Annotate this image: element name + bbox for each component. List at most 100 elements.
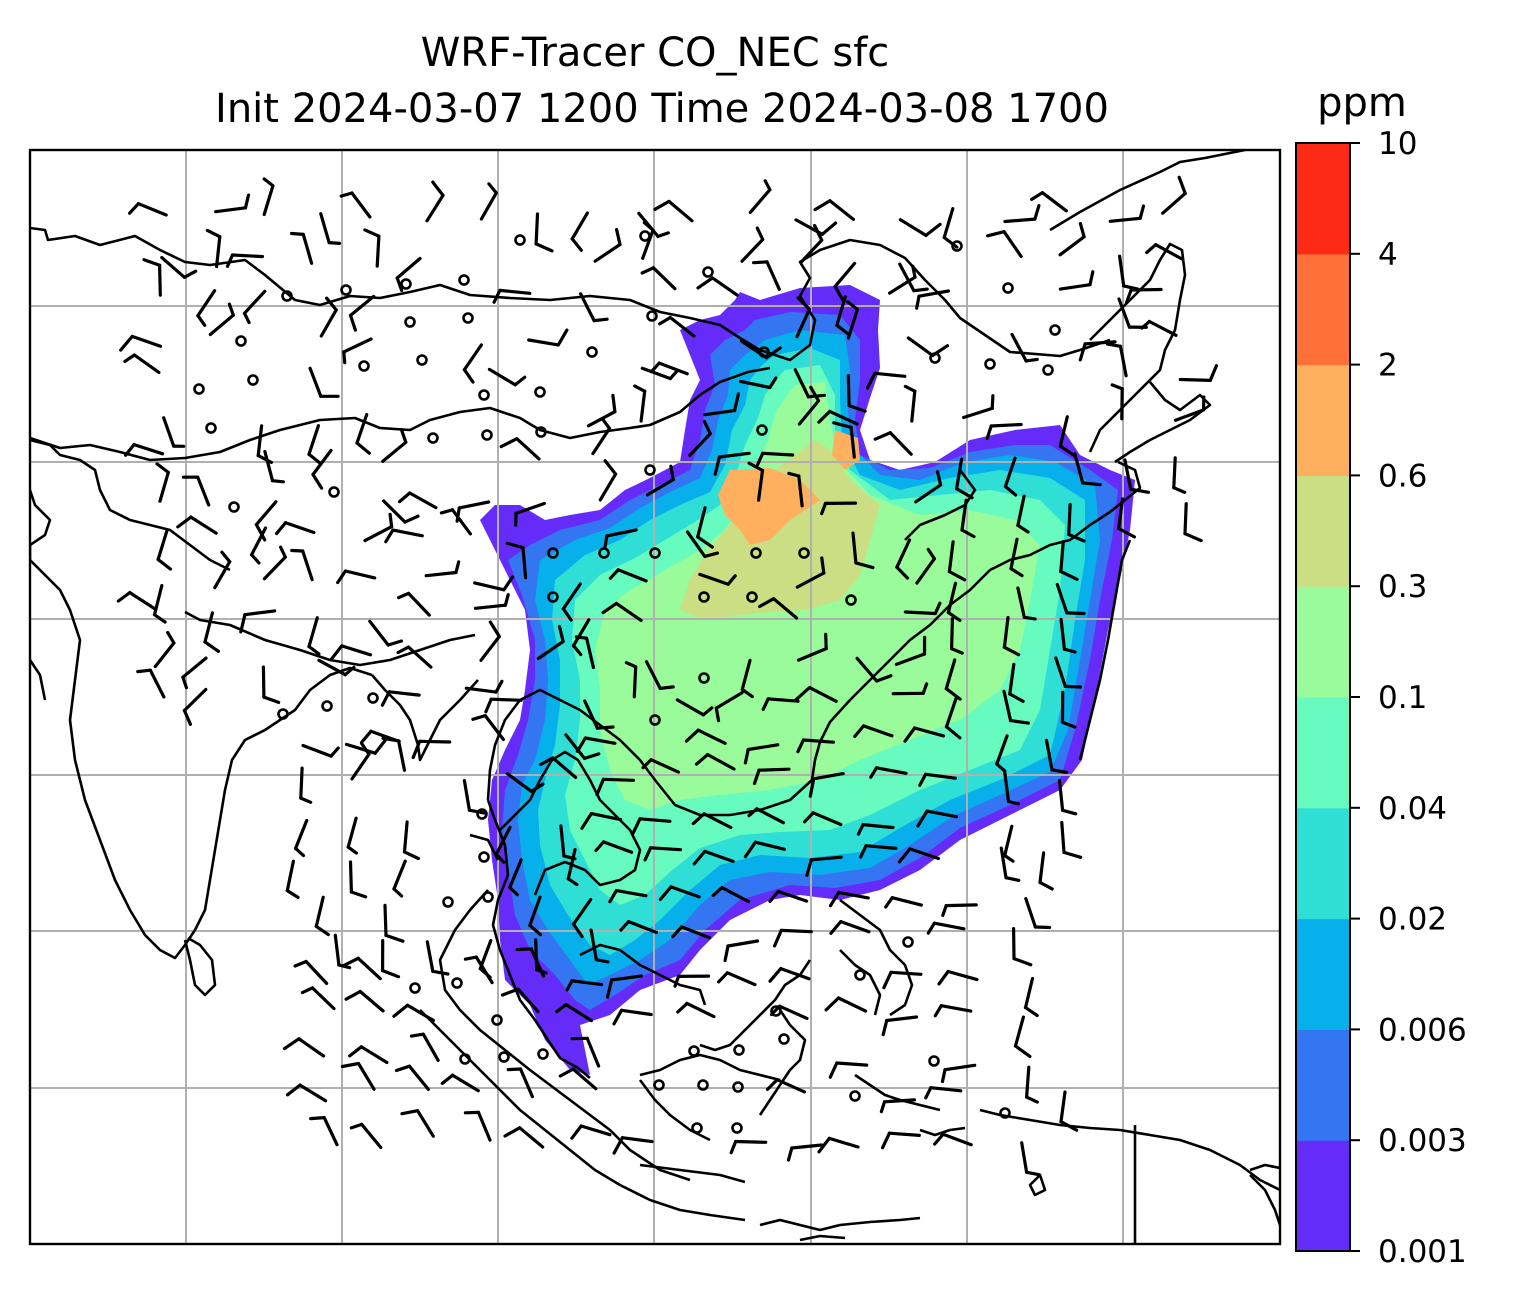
wind-barb bbox=[711, 885, 751, 904]
colorbar-segment bbox=[1296, 364, 1350, 476]
wind-barb bbox=[786, 1143, 824, 1162]
wind-barb bbox=[832, 421, 856, 459]
wind-barb bbox=[944, 696, 962, 740]
wind-barb bbox=[799, 223, 824, 264]
wind-barb bbox=[342, 337, 373, 365]
wind-barb bbox=[619, 919, 659, 935]
wind-barb bbox=[368, 619, 403, 647]
colorbar-segment bbox=[1296, 807, 1350, 920]
wind-barb bbox=[574, 635, 596, 670]
wind-barb bbox=[583, 699, 615, 730]
wind-barb bbox=[641, 221, 655, 260]
wind-barb bbox=[564, 733, 601, 761]
coastline-segment bbox=[799, 1234, 846, 1242]
wind-barb bbox=[887, 264, 917, 295]
wind-barb bbox=[813, 199, 856, 221]
wind-barb bbox=[311, 448, 333, 490]
coastline-segment bbox=[30, 226, 1111, 362]
wind-barb bbox=[344, 738, 387, 755]
wind-barb bbox=[653, 199, 694, 223]
wind-barb bbox=[817, 1136, 860, 1154]
wind-barb bbox=[256, 424, 273, 464]
calm-wind-marker bbox=[1049, 324, 1061, 336]
wind-barb bbox=[471, 713, 505, 742]
wind-barb bbox=[528, 895, 543, 937]
wind-barb bbox=[1003, 824, 1015, 863]
calm-wind-marker bbox=[649, 714, 661, 726]
wind-barb bbox=[676, 1001, 716, 1019]
wind-barb bbox=[1002, 615, 1021, 657]
wind-barb bbox=[675, 698, 714, 717]
wind-barb bbox=[757, 597, 799, 620]
wind-barb bbox=[319, 212, 342, 245]
wind-barb bbox=[891, 682, 929, 696]
calm-wind-marker bbox=[902, 936, 914, 948]
wind-barb bbox=[1108, 204, 1146, 223]
wind-barb bbox=[307, 424, 322, 465]
wind-barb bbox=[738, 376, 778, 390]
calm-wind-marker bbox=[514, 234, 526, 246]
wind-barb bbox=[895, 538, 912, 580]
wind-barb bbox=[285, 859, 300, 900]
colorbar-tick-label: 0.04 bbox=[1378, 791, 1447, 827]
wind-barb bbox=[916, 809, 959, 828]
calm-wind-marker bbox=[459, 1053, 471, 1065]
wind-barb bbox=[723, 939, 760, 963]
wind-barb bbox=[500, 987, 540, 1014]
wind-barb bbox=[571, 618, 591, 657]
calm-wind-marker bbox=[498, 1051, 510, 1063]
wind-barb bbox=[487, 367, 527, 387]
wind-barb bbox=[155, 462, 170, 503]
wind-barb bbox=[692, 849, 735, 866]
wind-barb bbox=[598, 459, 618, 502]
wind-barb bbox=[684, 728, 727, 745]
wind-barb bbox=[382, 499, 420, 524]
wind-barb bbox=[156, 529, 173, 571]
wind-barb bbox=[1009, 537, 1024, 578]
calm-wind-marker bbox=[547, 547, 559, 559]
wind-barb bbox=[392, 859, 407, 898]
coastline-segment bbox=[1028, 1173, 1047, 1197]
wind-barb bbox=[688, 420, 712, 458]
wind-barb bbox=[1145, 243, 1184, 261]
wind-barb bbox=[392, 1003, 435, 1023]
wind-barb bbox=[1016, 586, 1037, 621]
wind-barb bbox=[713, 451, 751, 476]
wind-barb bbox=[1002, 689, 1030, 725]
coastline-segment bbox=[639, 1053, 781, 1082]
wind-barb bbox=[855, 656, 893, 683]
wind-barb bbox=[182, 687, 208, 726]
wind-barb bbox=[570, 1036, 601, 1068]
wind-barb bbox=[239, 609, 277, 634]
wind-barb bbox=[1058, 222, 1086, 257]
calm-wind-marker bbox=[481, 429, 493, 441]
wind-barb bbox=[1013, 1015, 1032, 1059]
wind-barb bbox=[262, 177, 275, 217]
colorbar-tick-label: 10 bbox=[1378, 126, 1417, 162]
calm-wind-marker bbox=[1042, 364, 1054, 376]
calm-wind-marker bbox=[442, 896, 454, 908]
wind-barb bbox=[595, 777, 636, 797]
calm-wind-marker bbox=[697, 1079, 709, 1091]
wind-barb bbox=[591, 418, 612, 456]
colorbar-tick-label: 0.6 bbox=[1378, 458, 1427, 494]
wind-barb bbox=[903, 601, 942, 616]
calm-wind-marker bbox=[478, 851, 490, 863]
wind-barb bbox=[463, 1110, 492, 1142]
colorbar: 0.001 0.003 0.006 0.02 0.04 0.1 0.3 0.6 2 4 10 bbox=[1295, 126, 1467, 1270]
wind-barb bbox=[123, 443, 165, 457]
wind-barb bbox=[944, 658, 962, 701]
wind-barb bbox=[566, 847, 579, 887]
calm-wind-marker bbox=[778, 1033, 790, 1045]
calm-wind-marker bbox=[598, 547, 610, 559]
wind-barb bbox=[645, 464, 675, 497]
coastline-segment bbox=[839, 898, 914, 1017]
wind-barb bbox=[254, 500, 278, 542]
calm-wind-marker bbox=[478, 389, 490, 401]
coastline-segment bbox=[419, 1009, 746, 1222]
wind-barb bbox=[225, 253, 265, 268]
calm-wind-marker bbox=[984, 358, 996, 370]
calm-wind-marker bbox=[845, 594, 857, 606]
wind-barb bbox=[136, 668, 166, 699]
wind-barb bbox=[985, 230, 1023, 258]
